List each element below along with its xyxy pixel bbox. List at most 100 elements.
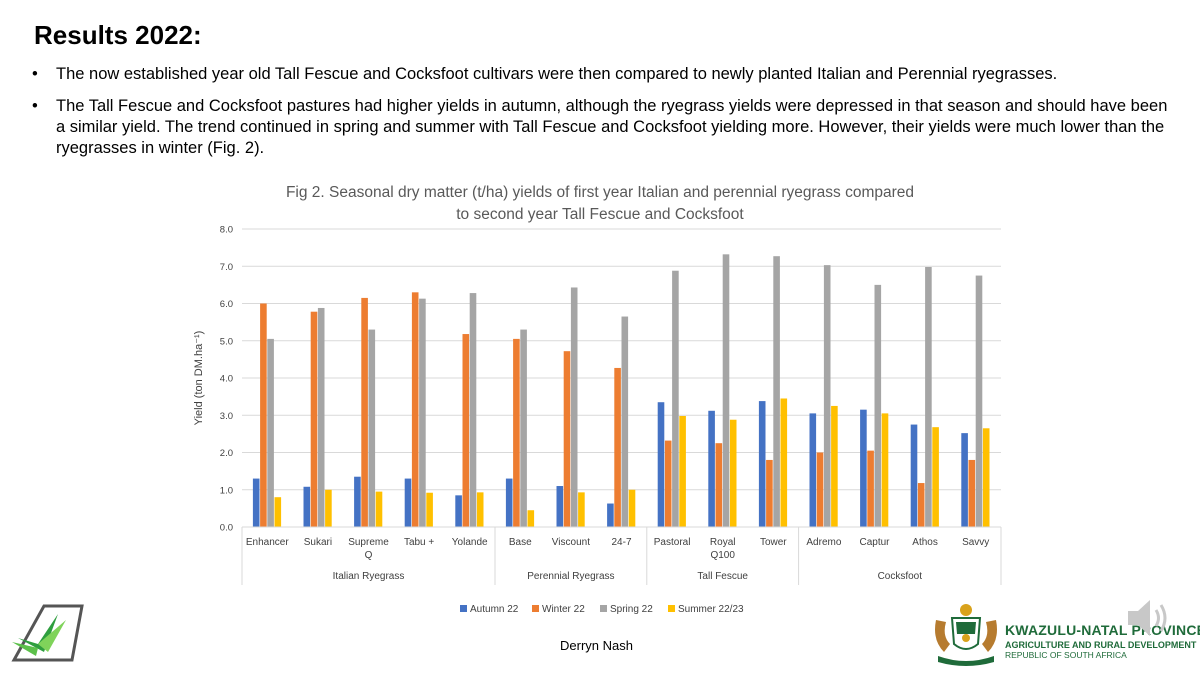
x-group-label: Perennial Ryegrass [527,571,614,582]
kzn-logo-text: KWAZULU-NATAL PROVINCE AGRICULTURE AND R… [1005,622,1200,660]
bar [252,478,260,527]
bar [621,316,629,527]
bar [664,440,672,527]
provincial-crest-icon [935,604,997,666]
author-name: Derryn Nash [560,638,633,653]
bullet-text: The Tall Fescue and Cocksfoot pastures h… [56,97,1168,157]
bar [715,443,723,527]
bar [809,413,817,527]
x-tick-label: Savvy [962,537,989,548]
bar [679,415,686,527]
bullet-text: The now established year old Tall Fescue… [56,65,1058,83]
bullet-item: • The Tall Fescue and Cocksfoot pastures… [30,96,1170,159]
bars [252,254,990,527]
y-axis-label: Yield (ton DM.ha⁻¹) [193,331,205,426]
x-tick-label: Tabu + [404,537,434,548]
x-tick-label: Pastoral [654,537,691,548]
bar [831,405,838,527]
y-tick-labels: 0.0 1.0 2.0 3.0 4.0 5.0 6.0 7.0 8.0 [220,225,233,534]
bullet-icon: • [32,97,38,115]
legend-swatch [460,605,467,612]
bar [925,266,932,527]
bar [527,510,535,527]
bar [267,338,274,527]
bullet-item: • The now established year old Tall Fesc… [30,64,1170,85]
x-category-labels: Enhancer Sukari Supreme Q Tabu + Yolande Base V… [242,526,1001,561]
bar [260,303,267,527]
legend: Autumn 22 Winter 22 Spring 22 Summer 22/23 [460,604,744,615]
country-name: REPUBLIC OF SOUTH AFRICA [1005,650,1127,660]
bar [672,270,679,527]
y-tick-label: 1.0 [220,485,233,496]
bar [469,293,477,527]
bar [614,367,621,527]
x-tick-label: Sukari [304,537,332,548]
bar [462,334,470,527]
bar [860,409,867,527]
yield-bar-chart: Fig 2. Seasonal dry matter (t/ha) yields… [193,184,1002,615]
audio-speaker-icon[interactable] [1124,596,1174,640]
leaf-logo-icon [11,604,84,662]
y-tick-label: 5.0 [220,336,233,347]
bar [780,398,788,527]
x-group-label: Tall Fescue [697,571,748,582]
y-tick-label: 3.0 [220,411,233,422]
bar [874,284,882,527]
x-group-label: Cocksfoot [878,571,923,582]
bar [520,329,527,527]
y-tick-label: 2.0 [220,448,233,459]
bar [975,275,983,527]
x-group-label: Italian Ryegrass [333,571,405,582]
y-tick-label: 0.0 [220,523,233,534]
legend-label: Summer 22/23 [678,604,744,615]
x-tick-label: Athos [912,537,938,548]
bar [455,495,462,527]
bar [657,402,665,527]
bar [310,311,318,527]
bar [513,338,520,527]
bar [968,459,976,527]
bar [881,413,889,527]
bar [570,287,578,527]
bullet-list: • The now established year old Tall Fesc… [30,64,1170,170]
legend-label: Spring 22 [610,604,653,615]
bar [982,428,990,527]
department-name: AGRICULTURE AND RURAL DEVELOPMENT [1005,640,1197,650]
x-tick-label: Tower [760,537,787,548]
province-name: KWAZULU-NATAL PROVINCE [1005,622,1200,638]
bar [816,452,824,527]
legend-swatch [668,605,675,612]
bar [867,450,874,527]
bar [910,424,918,527]
bar [361,297,368,527]
bar [404,478,412,527]
bar [578,492,585,527]
x-tick-label: Enhancer [246,537,289,548]
bar [375,491,383,527]
x-tick-label: Captur [859,537,890,548]
bar [354,476,361,527]
bar [708,410,715,527]
x-tick-label: 24-7 [611,537,631,548]
y-tick-label: 6.0 [220,299,233,310]
slide-title: Results 2022: [34,20,202,50]
bar [274,497,282,527]
bar [766,459,773,527]
bar [476,492,484,527]
bullet-icon: • [32,65,38,83]
bar [607,503,614,527]
x-tick-label: Base [509,537,532,548]
x-tick-label: Royal [710,537,736,548]
x-tick-label: Q100 [710,550,735,561]
bar [317,307,325,527]
bar [932,427,939,527]
y-tick-label: 4.0 [220,374,233,385]
bar [729,419,737,527]
x-tick-label: Q [365,550,373,561]
y-tick-label: 8.0 [220,225,233,236]
bar [426,492,433,527]
bar [325,489,332,527]
x-tick-label: Yolande [452,537,488,548]
y-tick-label: 7.0 [220,262,233,273]
bar [758,401,766,527]
